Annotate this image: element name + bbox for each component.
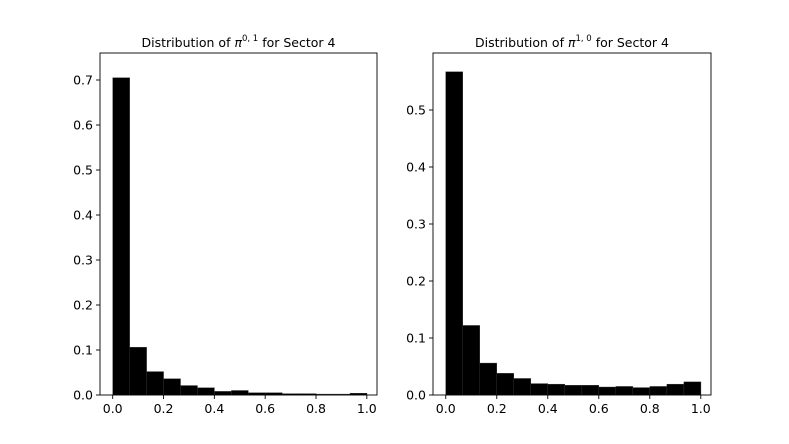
histogram-bar (496, 373, 514, 396)
histogram-bar (530, 383, 549, 396)
histogram-bar (214, 391, 232, 396)
y-tick-label: 0.4 (73, 208, 93, 223)
y-tick-label: 0.2 (73, 298, 93, 313)
histogram-bar (129, 347, 147, 396)
bars (112, 77, 368, 396)
x-tick-label: 0.2 (154, 401, 174, 416)
x-tick-label: 0.6 (255, 401, 275, 416)
histogram-panel-pi10: Distribution of π1, 0 for Sector 4 0.00.… (406, 34, 712, 416)
y-tick-label: 0.1 (73, 343, 93, 358)
x-tick-label: 0.4 (538, 401, 558, 416)
histogram-panel-pi01: Distribution of π0, 1 for Sector 4 0.00.… (73, 34, 378, 416)
x-axis-ticks: 0.0 0.2 0.4 0.6 0.8 1.0 (103, 395, 377, 416)
chart-title: Distribution of π0, 1 for Sector 4 (142, 34, 336, 50)
y-tick-label: 0.0 (73, 388, 93, 403)
histogram-bar (146, 371, 164, 396)
y-tick-label: 0.5 (406, 103, 426, 118)
x-tick-label: 0.0 (436, 401, 456, 416)
y-axis-ticks: 0.0 0.1 0.2 0.3 0.4 0.5 (406, 103, 433, 403)
y-tick-label: 0.2 (406, 274, 426, 289)
bars (445, 71, 702, 396)
axes-frame (99, 52, 378, 396)
histogram-bar (445, 71, 463, 396)
y-axis-ticks: 0.0 0.1 0.2 0.3 0.4 0.5 0.6 0.7 (73, 73, 100, 403)
histogram-bar (513, 378, 532, 396)
x-tick-label: 0.8 (306, 401, 326, 416)
histogram-bar (615, 386, 634, 396)
y-tick-label: 0.3 (406, 217, 426, 232)
x-tick-label: 0.4 (204, 401, 224, 416)
histogram-bar (632, 387, 651, 396)
y-tick-label: 0.5 (73, 163, 93, 178)
y-tick-label: 0.3 (73, 253, 93, 268)
histogram-bar (547, 383, 566, 396)
y-tick-label: 0.6 (73, 118, 93, 133)
y-tick-label: 0.7 (73, 73, 93, 88)
histogram-bar (180, 385, 198, 396)
histogram-bar (683, 381, 702, 396)
histogram-bar (112, 77, 130, 396)
histogram-bar (462, 325, 480, 396)
y-tick-label: 0.0 (406, 388, 426, 403)
chart-title: Distribution of π1, 0 for Sector 4 (475, 34, 669, 50)
histogram-bar (479, 362, 497, 396)
x-tick-label: 0.0 (103, 401, 123, 416)
y-tick-label: 0.1 (406, 331, 426, 346)
axes-frame (432, 52, 712, 396)
histogram-bar (649, 386, 668, 396)
y-tick-label: 0.4 (406, 160, 426, 175)
histogram-bar (197, 387, 215, 396)
x-tick-label: 0.2 (487, 401, 507, 416)
x-tick-label: 0.6 (589, 401, 609, 416)
histogram-bar (231, 390, 249, 396)
x-tick-label: 0.8 (640, 401, 660, 416)
histogram-bar (581, 385, 600, 396)
histogram-bar (564, 385, 583, 396)
x-axis-ticks: 0.0 0.2 0.4 0.6 0.8 1.0 (436, 395, 711, 416)
histogram-bar (598, 386, 617, 396)
histogram-bar (666, 383, 685, 396)
histogram-bar (163, 378, 181, 396)
x-tick-label: 1.0 (691, 401, 711, 416)
x-tick-label: 1.0 (357, 401, 377, 416)
